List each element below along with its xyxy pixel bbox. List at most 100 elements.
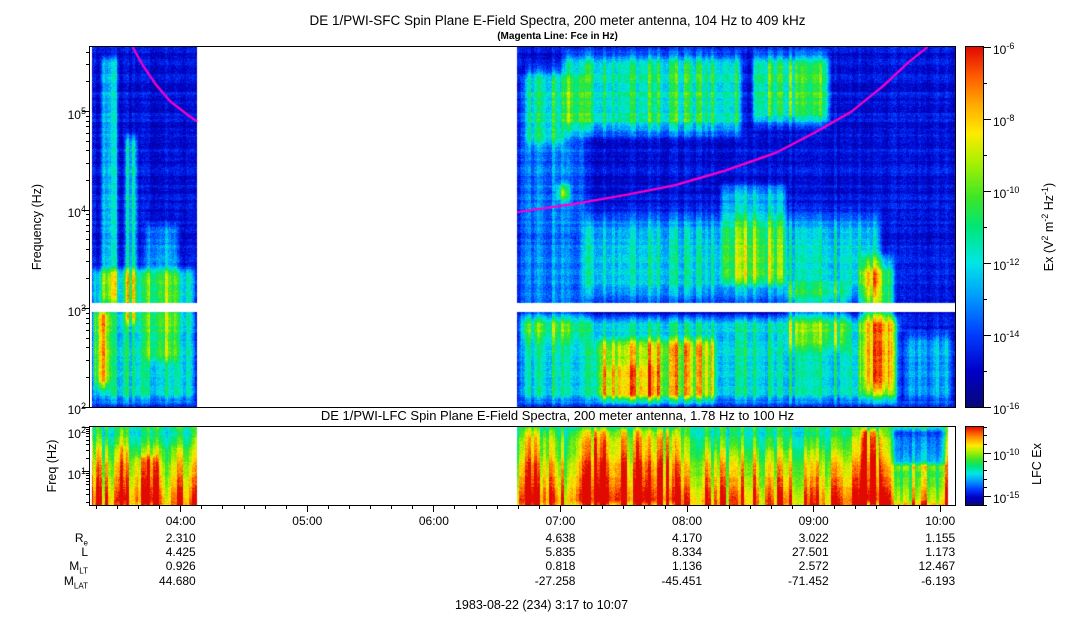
time-minor-tick <box>538 505 540 509</box>
sfc-colorbar-canvas <box>966 47 983 407</box>
sfc-colorbar-tick <box>983 190 991 192</box>
sfc-colorbar-tick <box>983 226 987 228</box>
lfc-y-minor-tick <box>86 436 90 438</box>
lfc-y-minor-tick <box>86 502 90 504</box>
lfc-y-minor-tick <box>86 433 90 435</box>
time-minor-tick <box>728 505 730 509</box>
time-minor-tick <box>792 505 794 509</box>
ephemeris-row-label: MLAT <box>63 574 88 591</box>
time-minor-tick <box>496 505 498 509</box>
time-major-tick <box>686 505 688 512</box>
sfc-colorbar-tick-label: 10-14 <box>993 329 1020 345</box>
sfc-colorbar-tick-label: 10-12 <box>993 257 1020 273</box>
lfc-y-minor-tick <box>86 494 90 496</box>
sfc-colorbar-tick-label: 10-16 <box>993 401 1020 417</box>
time-minor-tick <box>327 505 329 509</box>
lfc-y-minor-tick <box>86 480 90 482</box>
time-minor-tick <box>243 505 245 509</box>
ephemeris-value: 3.022 <box>798 531 829 545</box>
lfc-y-minor-tick <box>86 488 90 490</box>
sfc-y-minor-tick <box>86 120 90 122</box>
lfc-colorbar-tick <box>983 461 987 463</box>
sfc-y-minor-tick <box>86 140 90 142</box>
time-minor-tick <box>201 505 203 509</box>
time-major-tick <box>559 505 561 512</box>
sfc-colorbar-tick-label: 10-10 <box>993 185 1020 201</box>
ephemeris-value: 2.310 <box>165 531 196 545</box>
time-minor-tick <box>454 505 456 509</box>
time-minor-tick <box>159 505 161 509</box>
lfc-y-minor-tick <box>86 444 90 446</box>
ephemeris-value: 1.173 <box>925 545 956 559</box>
sfc-y-minor-tick <box>86 359 90 361</box>
time-major-tick <box>939 505 941 512</box>
sfc-y-minor-tick <box>86 224 90 226</box>
time-major-tick <box>306 505 308 512</box>
ephemeris-value: 4.425 <box>165 545 196 559</box>
sfc-colorbar-tick <box>983 82 987 84</box>
time-minor-tick <box>876 505 878 509</box>
lfc-spectrogram-panel <box>89 426 956 506</box>
ephemeris-row-label: MLT <box>69 559 88 576</box>
sfc-y-minor-tick <box>86 150 90 152</box>
time-minor-tick <box>138 505 140 509</box>
time-tick-label: 10:00 <box>925 514 956 528</box>
lfc-y-minor-tick <box>86 457 90 459</box>
sfc-spectrogram-panel <box>89 46 956 408</box>
sfc-colorbar-label-part: ) <box>1042 182 1057 187</box>
ephemeris-value: -71.452 <box>787 574 829 588</box>
sfc-y-minor-tick <box>86 248 90 250</box>
sfc-y-major-tick <box>82 209 90 211</box>
sfc-y-minor-tick <box>86 51 90 53</box>
time-minor-tick <box>222 505 224 509</box>
lfc-colorbar-tick <box>983 504 987 506</box>
time-major-tick <box>433 505 435 512</box>
ephemeris-value: 44.680 <box>159 574 196 588</box>
ephemeris-value: 4.170 <box>672 531 703 545</box>
time-minor-tick <box>834 505 836 509</box>
lfc-colorbar-tick-label: 10-15 <box>993 490 1020 507</box>
sfc-colorbar-tick-label: 10-8 <box>993 113 1015 129</box>
ephemeris-value: 1.155 <box>925 531 956 545</box>
time-tick-label: 04:00 <box>165 514 196 528</box>
ephemeris-value: 0.818 <box>545 559 576 573</box>
sfc-y-minor-tick <box>86 132 90 134</box>
sfc-y-minor-tick <box>86 64 90 66</box>
ephemeris-value: 0.926 <box>165 559 196 573</box>
sfc-y-major-tick <box>82 406 90 408</box>
sfc-y-minor-tick <box>86 81 90 83</box>
lfc-colorbar-label: LFC Ex <box>1030 443 1044 485</box>
time-minor-tick <box>707 505 709 509</box>
lfc-y-tick-label: 102 <box>67 425 86 441</box>
ephemeris-value: -27.258 <box>534 574 576 588</box>
time-minor-tick <box>770 505 772 509</box>
lfc-colorbar-tick <box>983 495 991 497</box>
time-minor-tick <box>116 505 118 509</box>
lfc-colorbar-canvas <box>966 427 983 505</box>
ephemeris-value: 2.572 <box>798 559 829 573</box>
ephemeris-row-label: L <box>81 545 88 559</box>
sfc-colorbar-label-part: Hz <box>1042 194 1057 214</box>
lfc-colorbar-tick <box>983 435 987 437</box>
sfc-y-minor-tick <box>86 376 90 378</box>
lfc-colorbar-tick-label: 10-10 <box>993 447 1020 463</box>
sfc-y-minor-tick <box>86 214 90 216</box>
time-minor-tick <box>391 505 393 509</box>
sfc-spectrogram-canvas <box>90 47 955 407</box>
sfc-y-major-tick <box>82 111 90 112</box>
time-major-tick <box>180 505 182 512</box>
lfc-y-minor-tick <box>86 428 90 430</box>
sfc-colorbar-tick <box>983 298 987 300</box>
sfc-colorbar-tick <box>983 154 987 156</box>
time-minor-tick <box>95 505 97 509</box>
sfc-colorbar-tick <box>983 370 987 372</box>
sfc-y-axis-label: Frequency (Hz) <box>30 183 44 271</box>
time-minor-tick <box>285 505 287 509</box>
time-minor-tick <box>897 505 899 509</box>
lfc-y-minor-tick <box>86 473 90 475</box>
fce-line-note: (Magenta Line: Fce in Hz) <box>497 31 618 42</box>
time-minor-tick <box>855 505 857 509</box>
ephemeris-value: 8.334 <box>672 545 703 559</box>
sfc-y-minor-tick <box>86 179 90 181</box>
